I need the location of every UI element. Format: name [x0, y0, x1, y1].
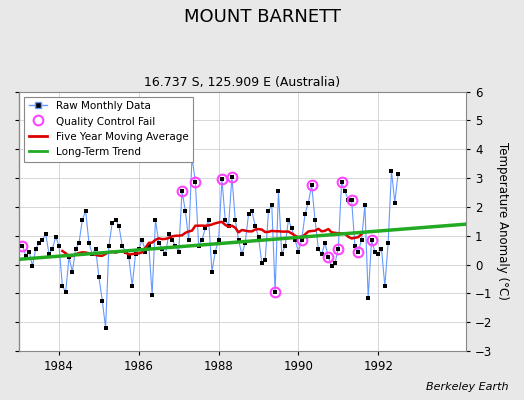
Title: 16.737 S, 125.909 E (Australia): 16.737 S, 125.909 E (Australia): [145, 76, 341, 89]
Y-axis label: Temperature Anomaly (°C): Temperature Anomaly (°C): [496, 142, 509, 300]
Legend: Raw Monthly Data, Quality Control Fail, Five Year Moving Average, Long-Term Tren: Raw Monthly Data, Quality Control Fail, …: [25, 97, 192, 162]
Text: Berkeley Earth: Berkeley Earth: [426, 382, 508, 392]
Text: MOUNT BARNETT: MOUNT BARNETT: [183, 8, 341, 26]
